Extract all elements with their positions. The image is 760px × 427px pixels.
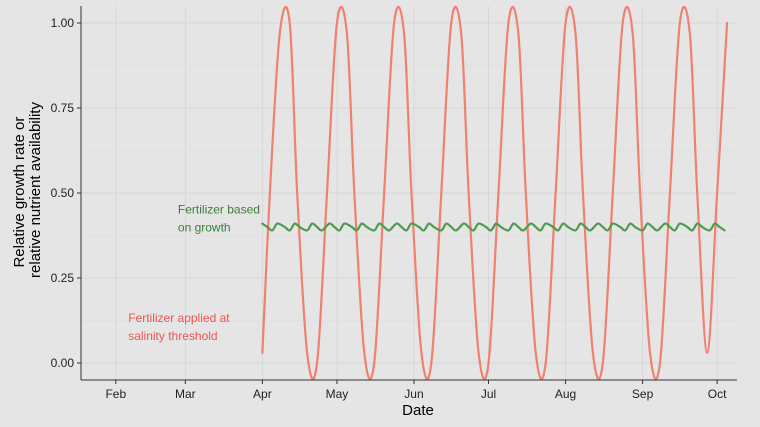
series-line-salinity-threshold	[261, 5, 729, 381]
y-axis-title: Relative growth rate or relative nutrien…	[11, 102, 44, 278]
series-line-growth-based	[261, 222, 726, 232]
series-layer	[261, 5, 729, 381]
annotations: Fertilizer based on growth Fertilizer appl…	[128, 202, 260, 343]
x-axis-title: Date	[402, 402, 434, 419]
annotation-salinity-threshold: Fertilizer applied at salinity threshold	[128, 311, 230, 343]
x-tick-label: Sep	[632, 387, 654, 401]
grid	[81, 6, 737, 380]
annotation-line: on growth	[178, 220, 231, 234]
y-axis-title-line-2: relative nutrient availability	[27, 102, 44, 278]
x-tick-label: Jul	[481, 387, 496, 401]
y-tick-label: 0.75	[51, 101, 75, 115]
x-tick-label: Jun	[404, 387, 423, 401]
x-tick-label: Aug	[555, 387, 576, 401]
annotation-line: salinity threshold	[128, 329, 217, 343]
ticks: 0.00 0.25 0.50 0.75 1.00 Feb Mar Apr May Jun Jul Au…	[51, 16, 727, 401]
x-tick-label: Oct	[708, 387, 727, 401]
x-tick-label: May	[326, 387, 349, 401]
annotation-line: Fertilizer applied at	[128, 311, 230, 325]
y-tick-label: 0.50	[51, 186, 75, 200]
x-tick-label: Mar	[175, 387, 196, 401]
annotation-growth-based: Fertilizer based on growth	[178, 202, 260, 234]
y-tick-label: 0.25	[51, 271, 75, 285]
y-tick-label: 1.00	[51, 16, 75, 30]
x-tick-label: Feb	[105, 387, 126, 401]
y-tick-label: 0.00	[51, 356, 75, 370]
annotation-line: Fertilizer based	[178, 202, 260, 216]
y-axis-title-line-1: Relative growth rate or	[11, 117, 28, 268]
x-tick-label: Apr	[253, 387, 272, 401]
